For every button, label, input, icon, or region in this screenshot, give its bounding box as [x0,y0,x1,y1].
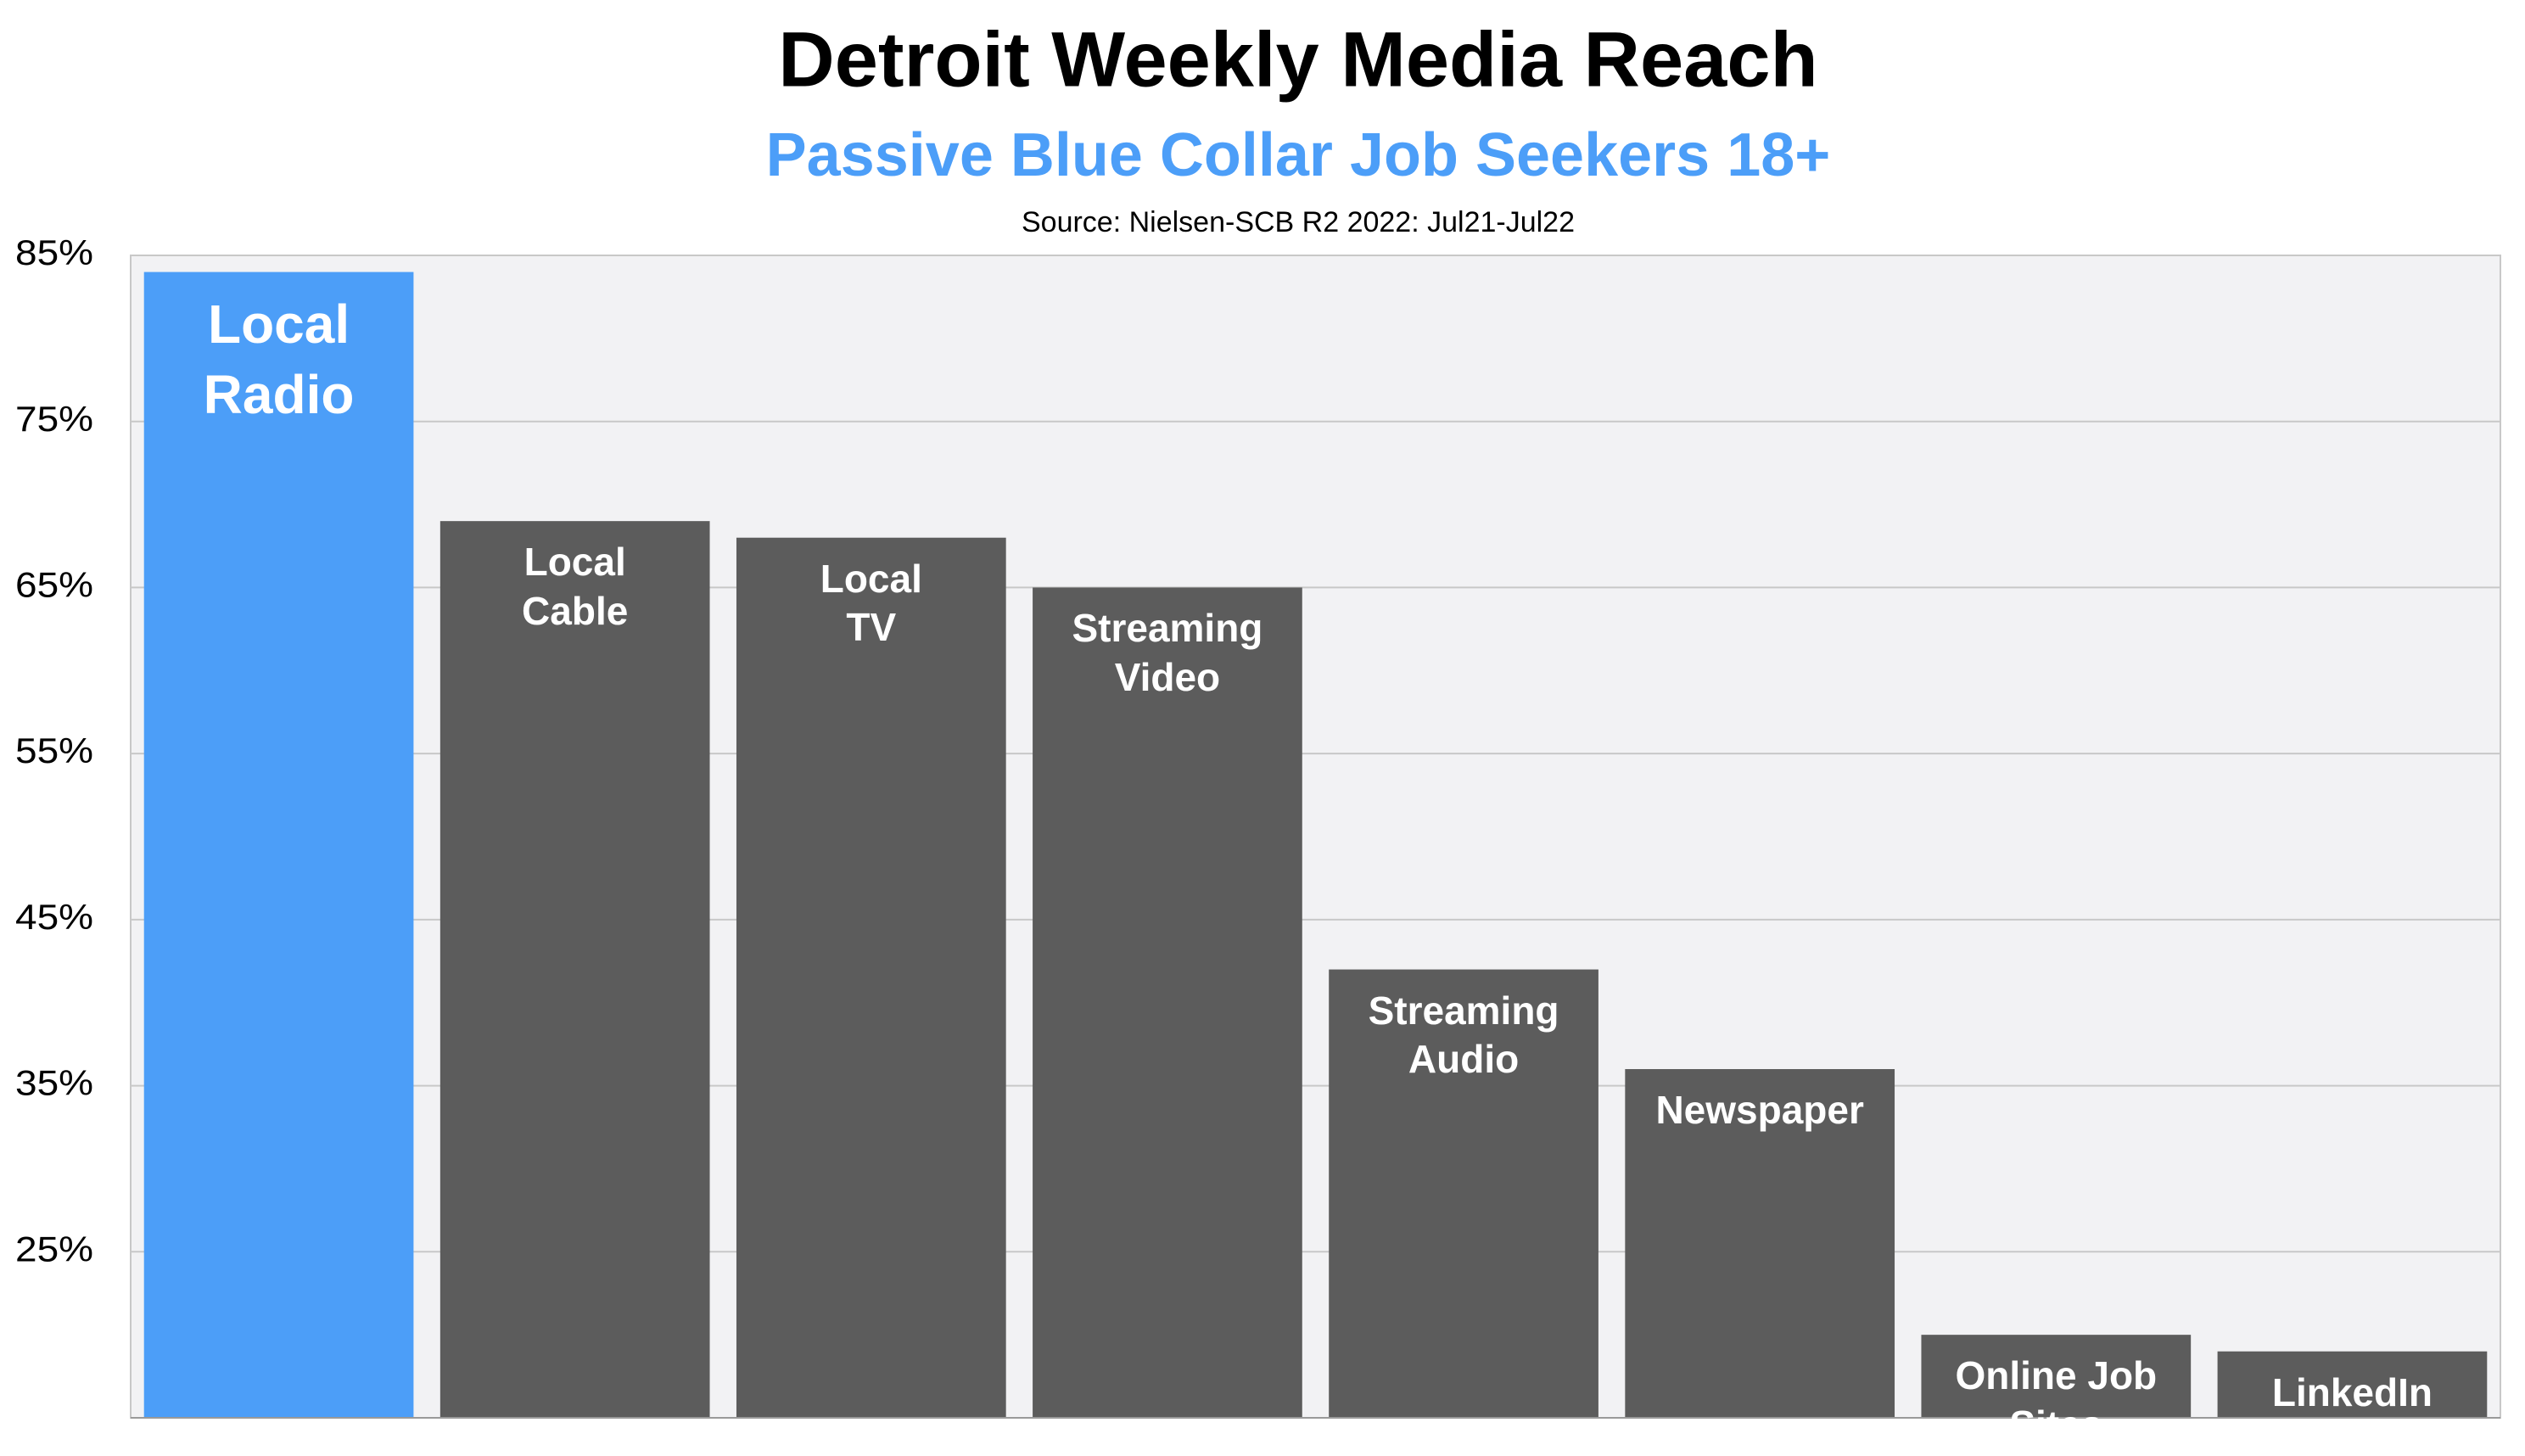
bar-label: Local Radio [203,293,355,425]
bar [1033,587,1302,1418]
bar-label: Streaming Audio [1368,988,1559,1082]
bar [439,521,710,1419]
chart-subtitle: Passive Blue Collar Job Seekers 18+ [766,121,1831,189]
bar [1921,1335,2192,1418]
chart-source: Source: Nielsen-SCB R2 2022: Jul21-Jul22 [1022,206,1575,238]
bar-label: Local TV [820,556,922,650]
bar [1625,1069,1895,1418]
bar [2217,1351,2488,1418]
y-tick-label: 55% [15,731,93,770]
y-tick-label: 35% [15,1063,93,1103]
chart-title: Detroit Weekly Media Reach [778,16,1817,103]
bar-label: Online Job Sites [1955,1353,2158,1447]
bar-label: Streaming Video [1072,606,1263,699]
y-tick-label: 85% [15,232,93,272]
y-tick-label: 25% [15,1229,93,1268]
bar [736,537,1006,1418]
bar [143,272,414,1419]
bar-label: Newspaper [1655,1088,1864,1132]
bar-label: Local Cable [522,540,629,633]
y-tick-label: 65% [15,565,93,605]
y-tick-label: 45% [15,897,93,937]
y-tick-label: 75% [15,399,93,439]
bar-label: LinkedIn [2271,1369,2433,1414]
bar [1329,969,1598,1418]
